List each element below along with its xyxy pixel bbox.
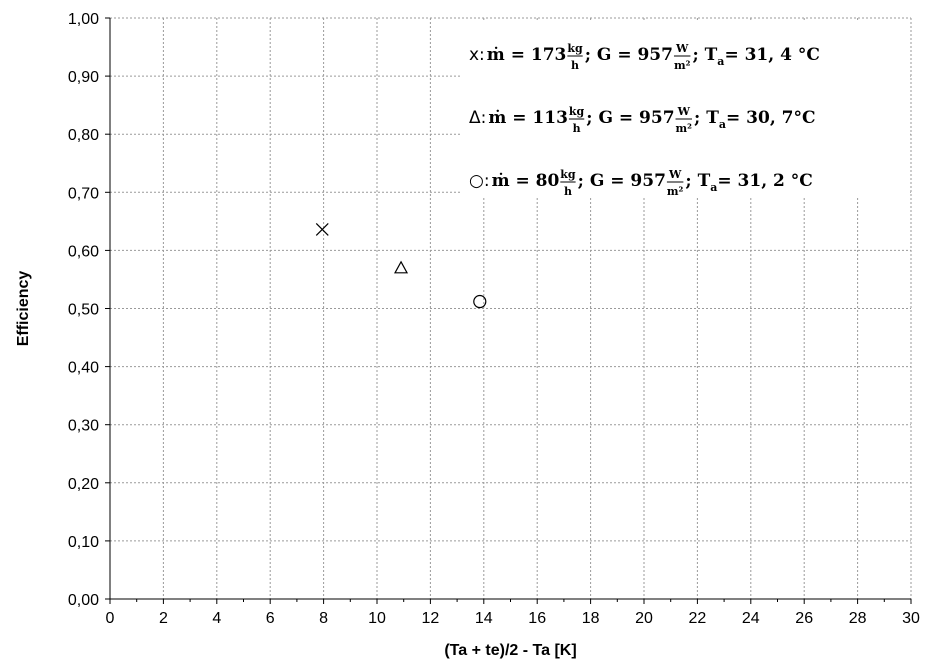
x-tick-label: 22 <box>689 610 707 627</box>
legend-unit-num: kg <box>567 42 583 55</box>
x-tick-label: 26 <box>795 610 813 627</box>
legend-temp-value: = 31, 2 °C <box>717 171 812 191</box>
legend-box <box>462 22 908 197</box>
legend-symbol: ○: <box>469 171 490 191</box>
x-tick-label: 18 <box>582 610 600 627</box>
data-point-x <box>315 223 329 236</box>
x-tick-label: 14 <box>475 610 493 627</box>
legend-ambient-temp: ; T <box>692 45 717 65</box>
x-tick-label: 0 <box>106 610 115 627</box>
legend-subscript: a <box>710 181 717 194</box>
legend-ambient-temp: ; T <box>694 108 719 128</box>
y-axis-title: Efficiency <box>15 271 32 347</box>
legend-mass-flow: ṁ = 80 <box>492 171 560 191</box>
legend-unit-den: h <box>573 122 581 135</box>
y-tick-label: 0,30 <box>68 418 99 435</box>
x-tick-label: 2 <box>159 610 168 627</box>
legend-temp-value: = 31, 4 °C <box>724 45 819 65</box>
x-tick-label: 24 <box>742 610 760 627</box>
legend-unit-den: h <box>564 185 572 198</box>
y-tick-label: 0,50 <box>68 302 99 319</box>
data-points <box>315 223 487 309</box>
y-tick-label: 1,00 <box>68 11 99 28</box>
legend-irradiance: ; G = 957 <box>585 45 673 65</box>
y-tick-label: 0,70 <box>68 185 99 202</box>
legend-irradiance: ; G = 957 <box>578 171 666 191</box>
x-tick-label: 16 <box>528 610 546 627</box>
legend-temp-value: = 30, 7°C <box>726 108 816 128</box>
legend-mass-flow: ṁ = 173 <box>487 45 567 65</box>
data-point-triangle <box>394 260 409 274</box>
data-point-circle <box>473 294 487 309</box>
legend-unit-den: m² <box>676 122 693 135</box>
legend-irradiance: ; G = 957 <box>586 108 674 128</box>
y-tick-label: 0,40 <box>68 360 99 377</box>
axes-layer <box>105 17 912 604</box>
legend-ambient-temp: ; T <box>685 171 710 191</box>
y-tick-label: 0,60 <box>68 243 99 260</box>
legend-symbol: Δ: <box>469 108 486 128</box>
legend-unit-num: kg <box>569 105 585 118</box>
legend-unit-den: m² <box>667 185 684 198</box>
y-tick-label: 0,20 <box>68 476 99 493</box>
x-tick-label: 8 <box>319 610 328 627</box>
x-axis-title: (Ta + te)/2 - Ta [K] <box>444 642 576 659</box>
legend-unit-num: kg <box>560 168 576 181</box>
y-tick-label: 0,10 <box>68 534 99 551</box>
y-tick-label: 0,80 <box>68 127 99 144</box>
x-tick-label: 12 <box>422 610 440 627</box>
legend-symbol: x: <box>469 45 485 65</box>
legend-unit-num: W <box>677 105 691 118</box>
x-tick-label: 20 <box>635 610 653 627</box>
legend-unit-den: m² <box>674 59 691 72</box>
legend-unit-den: h <box>571 59 579 72</box>
y-tick-label: 0,90 <box>68 69 99 86</box>
legend-mass-flow: ṁ = 113 <box>488 108 568 128</box>
tick-labels: 0,00 0,10 0,20 0,30 0,40 0,50 0,60 0,70 0,80 0,90… <box>68 11 920 627</box>
x-tick-label: 28 <box>849 610 867 627</box>
legend-subscript: a <box>717 55 724 68</box>
y-tick-label: 0,00 <box>68 592 99 609</box>
x-tick-label: 6 <box>266 610 275 627</box>
x-tick-label: 30 <box>902 610 920 627</box>
x-tick-label: 4 <box>212 610 221 627</box>
legend-subscript: a <box>719 118 726 131</box>
legend-unit-num: W <box>668 168 682 181</box>
legend-unit-num: W <box>675 42 689 55</box>
x-tick-label: 10 <box>368 610 386 627</box>
